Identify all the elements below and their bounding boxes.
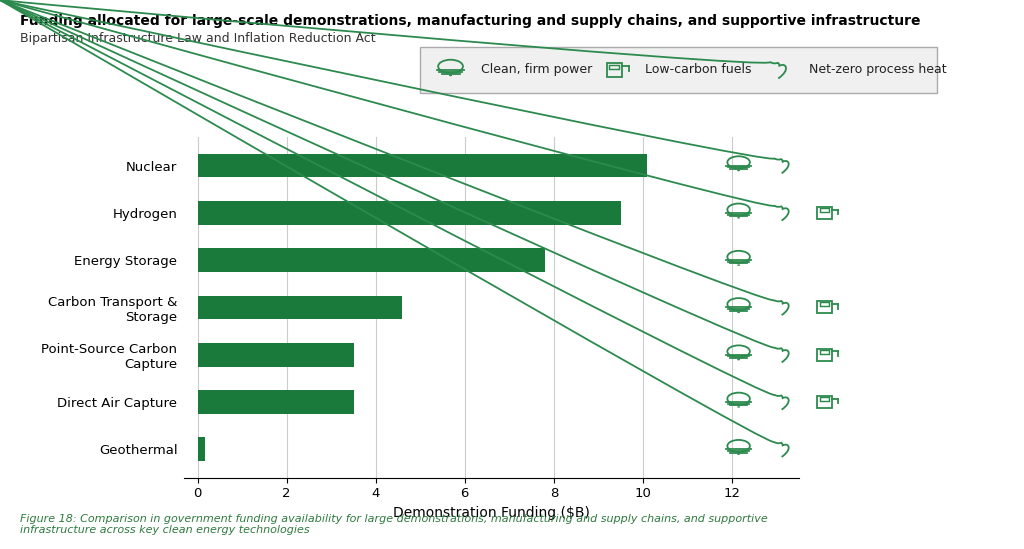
Bar	[198, 248, 545, 272]
Text: Low-carbon fuels: Low-carbon fuels	[645, 64, 752, 76]
Bar	[198, 154, 647, 177]
Bar	[198, 295, 402, 320]
Bar	[198, 201, 621, 225]
Bar	[198, 343, 353, 367]
Bar	[198, 438, 205, 461]
Text: Funding allocated for large-scale demonstrations, manufacturing and supply chain: Funding allocated for large-scale demons…	[20, 14, 921, 28]
Text: Net-zero process heat: Net-zero process heat	[809, 64, 946, 76]
X-axis label: Demonstration Funding ($B): Demonstration Funding ($B)	[393, 506, 590, 520]
Text: Bipartisan Infrastructure Law and Inflation Reduction Act: Bipartisan Infrastructure Law and Inflat…	[20, 32, 376, 45]
Text: Clean, firm power: Clean, firm power	[481, 64, 593, 76]
Text: Figure 18: Comparison in government funding availability for large demonstration: Figure 18: Comparison in government fund…	[20, 514, 768, 535]
Bar	[198, 390, 353, 414]
